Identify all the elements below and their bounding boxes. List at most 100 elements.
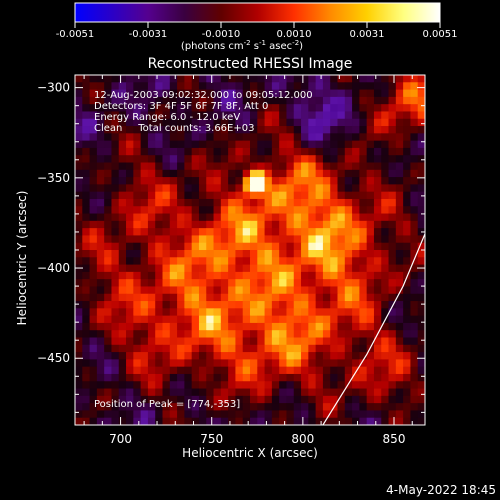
heatmap-pixel <box>96 250 105 258</box>
heatmap-pixel <box>293 206 302 214</box>
heatmap-pixel <box>410 279 419 287</box>
heatmap-pixel <box>373 133 382 142</box>
heatmap-pixel <box>242 162 251 171</box>
heatmap-pixel <box>410 235 419 244</box>
heatmap-pixel <box>366 279 375 287</box>
heatmap-pixel <box>75 373 83 382</box>
heatmap-pixel <box>155 293 163 302</box>
heatmap-pixel <box>264 286 273 295</box>
heatmap-pixel <box>337 155 346 163</box>
heatmap-pixel <box>264 395 273 404</box>
heatmap-pixel <box>82 250 90 258</box>
heatmap-pixel <box>366 366 375 375</box>
heatmap-pixel <box>220 162 229 171</box>
heatmap-pixel <box>417 286 425 295</box>
heatmap-pixel <box>184 352 193 360</box>
heatmap-pixel <box>155 177 163 185</box>
heatmap-pixel <box>293 162 302 171</box>
heatmap-pixel <box>257 75 265 83</box>
heatmap-pixel <box>250 286 258 295</box>
heatmap-pixel <box>264 96 273 105</box>
y-tick-label: −450 <box>37 351 70 365</box>
heatmap-pixel <box>373 235 382 244</box>
heatmap-pixel <box>337 403 346 411</box>
heatmap-pixel <box>242 82 251 90</box>
heatmap-pixel <box>126 126 134 134</box>
heatmap-pixel <box>352 373 360 382</box>
heatmap-pixel <box>104 213 112 222</box>
heatmap-pixel <box>322 410 331 419</box>
heatmap-pixel <box>184 257 193 265</box>
heatmap-pixel <box>264 111 273 120</box>
heatmap-pixel <box>373 162 382 171</box>
heatmap-pixel <box>388 417 397 425</box>
heatmap-pixel <box>184 330 193 338</box>
heatmap-pixel <box>264 271 273 280</box>
heatmap-pixel <box>191 126 200 134</box>
heatmap-pixel <box>286 286 295 295</box>
heatmap-pixel <box>242 235 251 244</box>
heatmap-pixel <box>286 75 295 83</box>
heatmap-pixel <box>337 169 346 178</box>
heatmap-pixel <box>271 133 280 142</box>
heatmap-pixel <box>388 162 397 171</box>
heatmap-pixel <box>366 359 375 368</box>
heatmap-pixel <box>140 147 149 156</box>
heatmap-pixel <box>235 75 244 83</box>
heatmap-pixel <box>271 410 280 419</box>
heatmap-pixel <box>96 344 105 353</box>
heatmap-pixel <box>264 410 273 419</box>
heatmap-pixel <box>133 301 142 309</box>
heatmap-pixel <box>169 147 178 156</box>
heatmap-pixel <box>111 403 120 411</box>
heatmap-pixel <box>315 315 324 324</box>
heatmap-pixel <box>133 286 142 295</box>
heatmap-pixel <box>337 162 346 171</box>
heatmap-pixel <box>381 104 389 112</box>
heatmap-pixel <box>403 126 411 134</box>
heatmap-pixel <box>126 381 134 389</box>
heatmap-pixel <box>388 111 397 120</box>
heatmap-pixel <box>147 264 156 273</box>
heatmap-pixel <box>293 118 302 127</box>
heatmap-pixel <box>82 177 90 185</box>
heatmap-pixel <box>315 235 324 244</box>
heatmap-pixel <box>373 381 382 389</box>
heatmap-pixel <box>133 264 142 273</box>
heatmap-pixel <box>388 257 397 265</box>
heatmap-pixel <box>410 220 419 229</box>
heatmap-pixel <box>366 242 375 251</box>
heatmap-pixel <box>220 191 229 200</box>
heatmap-pixel <box>366 133 375 142</box>
heatmap-pixel <box>250 359 258 368</box>
heatmap-pixel <box>337 308 346 317</box>
heatmap-pixel <box>388 89 397 98</box>
heatmap-pixel <box>388 301 397 309</box>
heatmap-pixel <box>257 184 265 193</box>
heatmap-pixel <box>279 286 287 295</box>
heatmap-pixel <box>206 337 214 346</box>
heatmap-pixel <box>206 75 214 83</box>
heatmap-pixel <box>111 104 120 112</box>
heatmap-pixel <box>82 126 90 134</box>
heatmap-pixel <box>271 257 280 265</box>
heatmap-pixel <box>315 198 324 207</box>
heatmap-pixel <box>330 381 338 389</box>
heatmap-pixel <box>410 184 419 193</box>
heatmap-pixel <box>104 322 112 331</box>
heatmap-pixel <box>381 162 389 171</box>
heatmap-pixel <box>104 235 112 244</box>
heatmap-pixel <box>403 104 411 112</box>
heatmap-pixel <box>184 177 193 185</box>
solar-limb-line <box>322 233 425 425</box>
heatmap-pixel <box>366 198 375 207</box>
heatmap-pixel <box>133 395 142 404</box>
heatmap-pixel <box>162 118 171 127</box>
heatmap-pixel <box>388 373 397 382</box>
heatmap-pixel <box>286 403 295 411</box>
heatmap-pixel <box>279 337 287 346</box>
heatmap-pixel <box>133 169 142 178</box>
heatmap-pixel <box>162 220 171 229</box>
heatmap-pixel <box>293 89 302 98</box>
heatmap-pixel <box>198 410 207 419</box>
